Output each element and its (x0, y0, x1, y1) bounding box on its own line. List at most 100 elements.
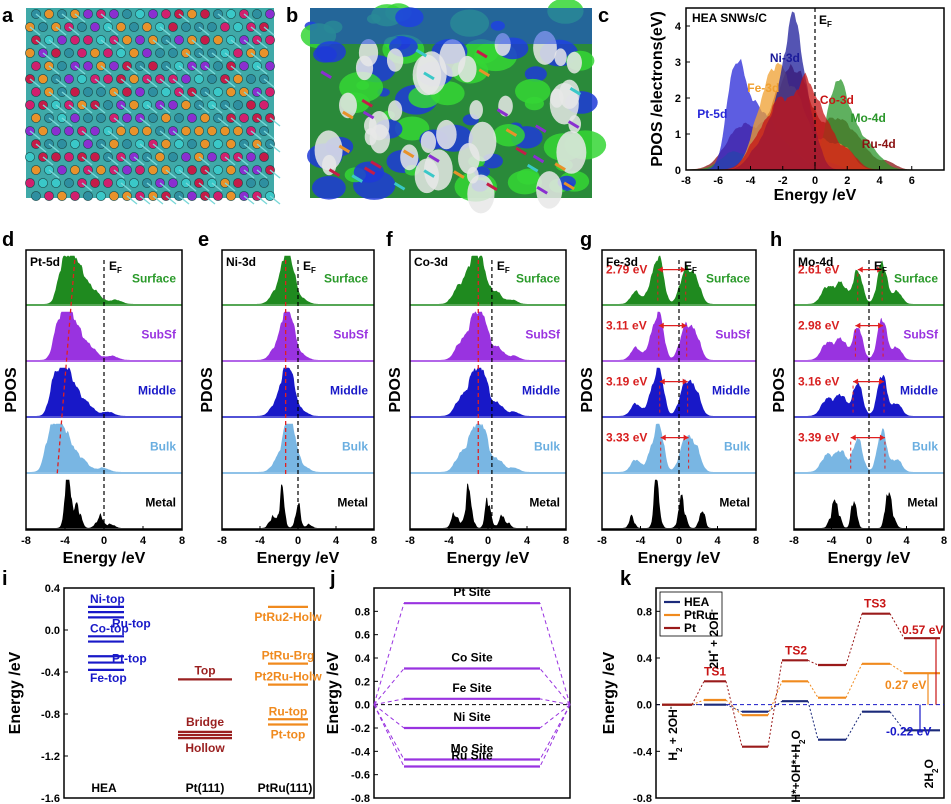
atom (233, 74, 243, 84)
atom (90, 152, 100, 162)
state-connector (691, 681, 705, 705)
pdos-layer-chart-f: Surface SubSf Middle Bulk Metal Co-3d EF -8 -4 0 4… (387, 249, 569, 567)
density-bond (415, 48, 428, 58)
bond (120, 182, 132, 192)
bond (185, 182, 197, 192)
pdos-layer-area (26, 479, 182, 528)
atom (168, 100, 178, 110)
layer-label: Metal (529, 495, 560, 509)
atom (252, 9, 262, 19)
connector-line (539, 668, 571, 705)
bond (107, 156, 119, 166)
density-bond (526, 163, 539, 173)
state-connector (845, 663, 863, 698)
density-isosurface (457, 55, 477, 83)
site-label: Ni Site (453, 710, 491, 724)
pdos-layer-area (794, 374, 944, 416)
atom (155, 152, 165, 162)
atom (135, 165, 145, 175)
atom (226, 191, 236, 201)
atom (135, 9, 145, 19)
atom (122, 165, 132, 175)
level-label: Co-top (90, 621, 129, 635)
atom (38, 74, 48, 84)
y-tick-label: -0.4 (41, 667, 61, 679)
atom (90, 22, 100, 32)
layer-label: Metal (719, 495, 750, 509)
atom (181, 22, 191, 32)
atom (213, 139, 223, 149)
bond (217, 13, 229, 23)
bond (48, 143, 60, 153)
panel-label-f: f (386, 229, 393, 251)
plot-frame (655, 587, 945, 799)
site-label: Pt Site (453, 585, 491, 599)
atom (51, 152, 61, 162)
atom (83, 61, 93, 71)
density-isosurface (314, 130, 343, 171)
bond (29, 78, 41, 88)
atom (226, 87, 236, 97)
atom (259, 100, 269, 110)
bond (211, 182, 223, 192)
layer-label: Metal (907, 495, 938, 509)
bond (152, 143, 164, 153)
bond (29, 130, 41, 140)
bond (198, 182, 210, 192)
x-tick-label: 4 (714, 535, 721, 547)
charge-density-image (300, 0, 607, 214)
atom (213, 87, 223, 97)
x-tick-label: 4 (903, 535, 910, 547)
state-connector (845, 711, 863, 740)
atom (70, 35, 80, 45)
level-label: Top (194, 663, 215, 677)
state-label-initial: H2 + 2OH- (666, 706, 684, 760)
atom (233, 100, 243, 110)
atom (187, 113, 197, 123)
atom (51, 126, 61, 136)
bond (61, 91, 73, 101)
atom (109, 191, 119, 201)
y-tick-label: -0.4 (351, 746, 371, 758)
atom (25, 178, 35, 188)
legend-label: HEA (684, 595, 710, 609)
bond (191, 65, 203, 75)
pdos-layer-area (410, 423, 566, 472)
atom (38, 126, 48, 136)
bond (107, 26, 119, 36)
atom (194, 74, 204, 84)
atom (31, 165, 41, 175)
atom (64, 74, 74, 84)
bond (263, 78, 275, 88)
density-isosurface (556, 130, 587, 174)
adsorption-energy-levels: 0.4 0.0 -0.4 -0.8 -1.2 -1.6 Energy /eV HEA Pt(11… (7, 583, 322, 804)
bond (94, 104, 106, 114)
atom (83, 113, 93, 123)
atom (83, 87, 93, 97)
bond (250, 26, 262, 36)
atom (207, 152, 217, 162)
y-tick-label: 0.0 (637, 700, 652, 712)
level-label: PtRu-Brg (262, 649, 315, 663)
pdos-layer-area (410, 311, 566, 360)
connector-line (539, 603, 571, 705)
atom (168, 22, 178, 32)
atom (109, 9, 119, 19)
ts-label: TS3 (864, 597, 886, 611)
atom (122, 139, 132, 149)
state-connector (889, 663, 905, 674)
density-bond (402, 149, 415, 159)
y-tick-label: -0.8 (41, 709, 60, 721)
bond (29, 26, 41, 36)
density-blob (312, 175, 346, 200)
bond (165, 169, 177, 179)
bond (139, 195, 151, 205)
atom (129, 178, 139, 188)
atom (220, 126, 230, 136)
atom (226, 9, 236, 19)
x-tick-label: 4 (524, 535, 531, 547)
atom (161, 87, 171, 97)
bond (35, 13, 47, 23)
bond (211, 52, 223, 62)
bond (217, 117, 229, 127)
